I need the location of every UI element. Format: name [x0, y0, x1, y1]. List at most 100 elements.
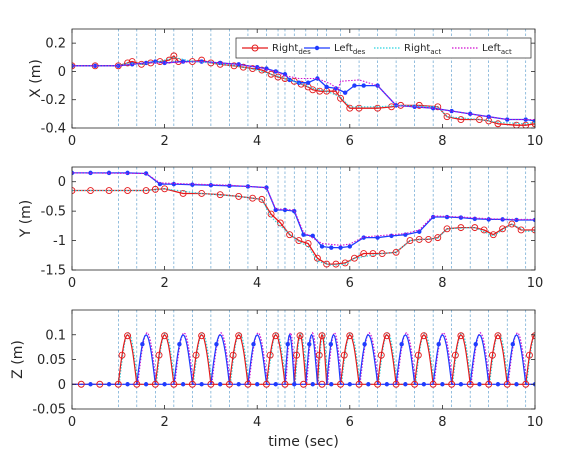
data-point	[457, 116, 465, 123]
data-point	[350, 254, 358, 262]
data-point	[214, 342, 219, 347]
data-point	[293, 351, 301, 359]
x-axis-ylabel: X (m)	[28, 59, 44, 98]
data-point	[531, 120, 535, 128]
data-point	[429, 380, 437, 388]
data-point	[513, 121, 520, 128]
x-tick-label: 2	[160, 134, 168, 149]
data-point	[347, 244, 352, 249]
data-point	[179, 190, 187, 197]
data-point	[114, 380, 122, 388]
x-tick-label: 0	[68, 415, 76, 430]
data-point	[258, 195, 266, 203]
data-point	[263, 380, 270, 388]
data-point	[272, 332, 280, 340]
data-point	[531, 226, 535, 234]
data-point	[440, 382, 445, 387]
y-tick-label: -0.4	[41, 122, 66, 137]
data-point	[346, 332, 354, 340]
data-point	[170, 52, 178, 60]
x-tick-label: 0	[68, 276, 76, 291]
data-point	[451, 351, 459, 359]
data-point	[473, 342, 478, 347]
data-point	[449, 108, 454, 114]
data-point	[458, 382, 464, 387]
data-point	[458, 215, 464, 220]
data-point	[477, 382, 482, 387]
data-point	[192, 351, 200, 359]
data-point	[225, 380, 233, 388]
data-point	[420, 332, 428, 340]
data-point	[162, 60, 167, 66]
data-point	[188, 380, 196, 388]
data-point	[217, 382, 223, 387]
data-point	[207, 380, 215, 388]
data-point	[489, 231, 497, 239]
data-point	[448, 380, 456, 388]
series-line	[72, 188, 535, 266]
data-point	[235, 332, 243, 340]
data-point	[494, 120, 502, 128]
x-tick-label: 4	[253, 134, 261, 149]
data-point	[96, 380, 104, 388]
data-point	[295, 237, 303, 245]
data-point	[124, 187, 132, 194]
x-tick-label: 4	[253, 276, 261, 291]
data-point	[245, 184, 251, 189]
y-position-panel: Y (m) 0 2 4 6 8 10 0 -0.5 -1 -1.5	[18, 166, 543, 291]
data-point	[485, 380, 493, 388]
data-point	[170, 380, 178, 388]
x-tick-label: 6	[346, 415, 354, 430]
data-point	[287, 77, 292, 83]
data-point	[414, 351, 422, 359]
y-tick-label: -0.5	[41, 205, 66, 220]
data-point	[313, 254, 321, 262]
legend-marker	[251, 44, 259, 52]
x-axis-label: time (sec)	[268, 434, 339, 450]
data-point	[342, 90, 348, 95]
data-point	[495, 382, 501, 387]
x-tick-label: 6	[346, 134, 354, 149]
series-line	[72, 60, 535, 121]
data-point	[273, 207, 278, 213]
data-point	[355, 380, 363, 388]
data-point	[255, 382, 260, 387]
data-point	[323, 260, 331, 268]
z-axis-ylabel: Z (m)	[10, 340, 26, 379]
data-point	[286, 231, 294, 239]
data-point	[436, 342, 441, 347]
x-tick-label: 4	[253, 415, 261, 430]
legend-marker	[314, 45, 320, 51]
data-point	[227, 183, 232, 189]
x-tick-label: 8	[438, 415, 446, 430]
x-tick-label: 2	[160, 276, 168, 291]
data-point	[310, 233, 315, 239]
y-tick-label: 0.2	[45, 37, 66, 52]
data-point	[143, 382, 149, 387]
data-point	[374, 104, 382, 112]
data-point	[471, 224, 479, 232]
data-point	[499, 225, 507, 233]
data-point	[162, 382, 167, 387]
data-point	[329, 245, 334, 250]
data-point	[522, 121, 530, 128]
legend: Rightdes Leftdes Rightact Leftact	[235, 37, 532, 59]
data-point	[338, 245, 343, 250]
data-point	[383, 332, 391, 340]
data-point	[318, 332, 326, 340]
data-point	[514, 382, 519, 387]
x-tick-label: 6	[346, 276, 354, 291]
data-point	[133, 380, 141, 388]
data-point	[305, 80, 311, 85]
data-point	[525, 351, 533, 359]
x-tick-label: 2	[160, 415, 168, 430]
data-point	[307, 342, 312, 347]
data-point	[157, 181, 163, 187]
data-point	[531, 332, 535, 340]
data-point	[171, 181, 177, 187]
data-point	[216, 191, 224, 199]
data-point	[329, 382, 334, 387]
right-des-line	[72, 333, 535, 385]
y-tick-label: -1	[53, 234, 66, 249]
